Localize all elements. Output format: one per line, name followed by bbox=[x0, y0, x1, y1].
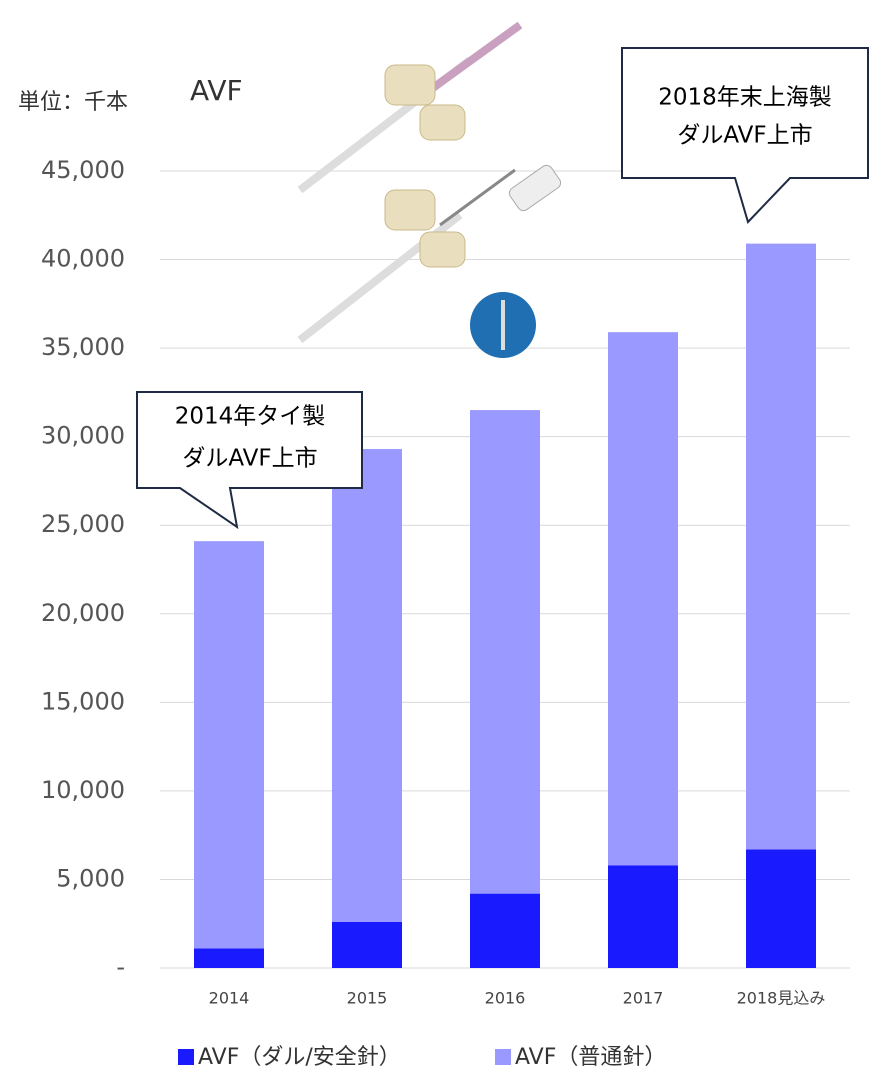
bar-segment bbox=[608, 865, 678, 968]
y-tick-label: 15,000 bbox=[41, 687, 125, 715]
y-tick-label: 30,000 bbox=[41, 422, 125, 450]
bar-segment bbox=[746, 849, 816, 968]
legend-swatch bbox=[178, 1049, 194, 1065]
y-tick-label: 40,000 bbox=[41, 245, 125, 273]
bar-segment bbox=[470, 894, 540, 968]
x-tick-label: 2015 bbox=[347, 989, 388, 1008]
bar-segment bbox=[470, 410, 540, 894]
legend-swatch bbox=[495, 1049, 511, 1065]
y-tick-label: 45,000 bbox=[41, 156, 125, 184]
y-tick-label: 20,000 bbox=[41, 599, 125, 627]
bar-segment bbox=[194, 541, 264, 948]
legend-label: AVF（普通針） bbox=[515, 1045, 666, 1070]
x-tick-label: 2017 bbox=[623, 989, 664, 1008]
bar-segment bbox=[332, 922, 402, 968]
bar-segment bbox=[746, 244, 816, 850]
y-tick-label: - bbox=[116, 953, 125, 981]
product-image bbox=[300, 25, 563, 358]
chart: 単位：千本 AVF - 5,000 10,000 15,000 20,000 25,000… bbox=[0, 0, 871, 1074]
x-tick-label: 2014 bbox=[209, 989, 250, 1008]
x-tick-label: 2016 bbox=[485, 989, 526, 1008]
annotation-text: ダルAVF上市 bbox=[677, 123, 812, 149]
x-tick-label: 2018見込み bbox=[737, 989, 826, 1008]
bar-segment bbox=[332, 449, 402, 922]
bar-segment bbox=[194, 949, 264, 968]
chart-title: AVF bbox=[190, 74, 243, 107]
annotation-text: 2018年末上海製 bbox=[658, 85, 832, 111]
y-tick-label: 25,000 bbox=[41, 510, 125, 538]
y-tick-label: 5,000 bbox=[56, 864, 125, 892]
annotation-text: 2014年タイ製 bbox=[175, 404, 326, 430]
unit-label: 単位：千本 bbox=[18, 90, 128, 115]
plot-area: - 5,000 10,000 15,000 20,000 25,000 30,000 35,0… bbox=[41, 156, 850, 1008]
y-tick-label: 10,000 bbox=[41, 776, 125, 804]
y-tick-label: 35,000 bbox=[41, 333, 125, 361]
bar-segment bbox=[608, 332, 678, 865]
legend: AVF（ダル/安全針） AVF（普通針） bbox=[178, 1045, 666, 1070]
annotation-text: ダルAVF上市 bbox=[182, 446, 317, 472]
legend-label: AVF（ダル/安全針） bbox=[198, 1045, 401, 1070]
